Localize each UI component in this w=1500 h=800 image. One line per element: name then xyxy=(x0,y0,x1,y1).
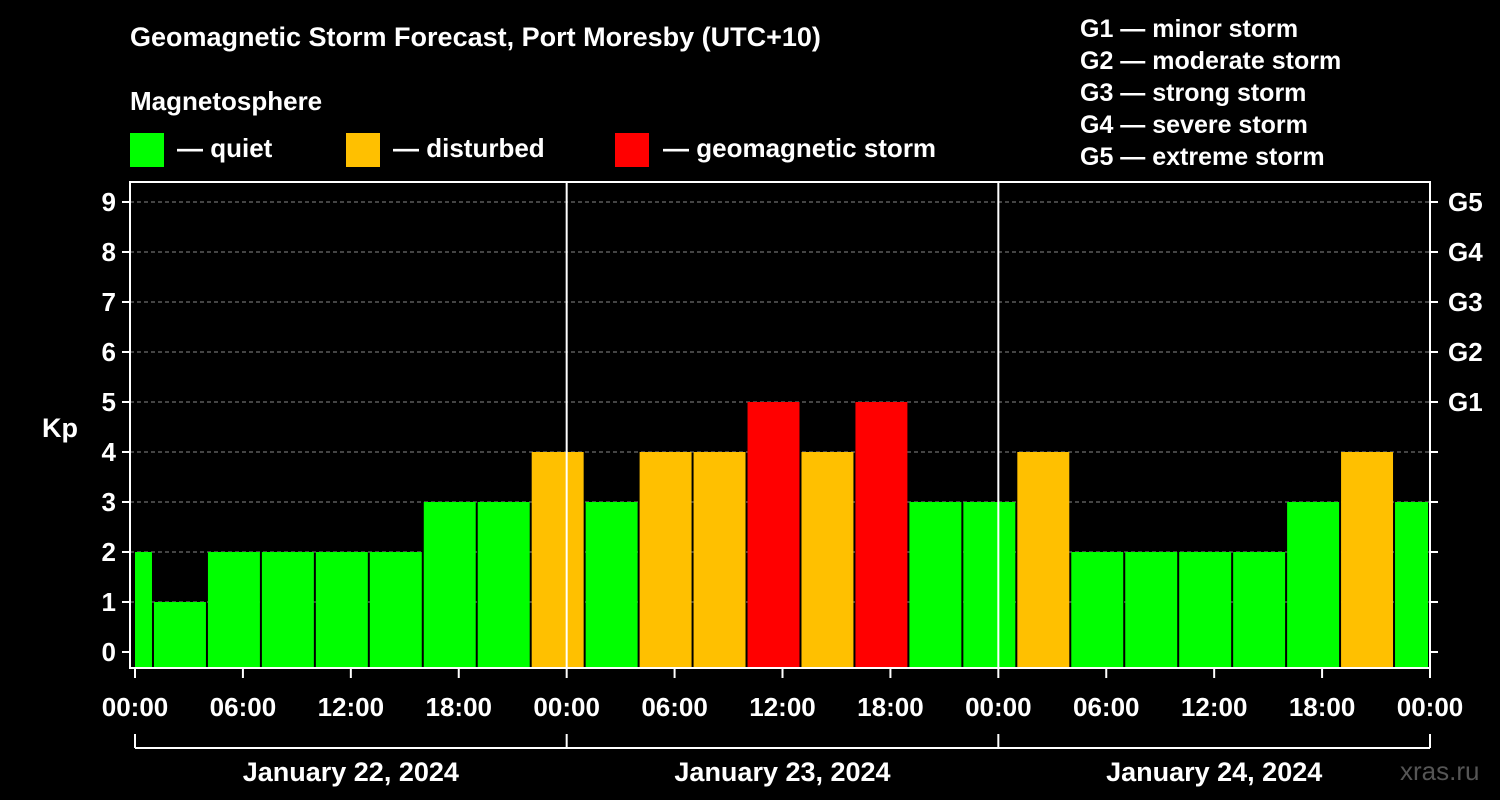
g-scale-g4: G4 — severe storm xyxy=(1080,111,1308,139)
y-tick-label: 1 xyxy=(102,587,116,617)
kp-bar xyxy=(639,452,692,668)
kp-bar xyxy=(207,552,260,668)
kp-bar xyxy=(963,502,1016,668)
plot-frame xyxy=(129,181,1431,669)
y-tick-label: 4 xyxy=(102,437,117,467)
y-tick-label: 3 xyxy=(102,487,116,517)
x-tick-label: 12:00 xyxy=(749,692,816,722)
x-tick-label: 06:00 xyxy=(210,692,277,722)
x-tick-label: 00:00 xyxy=(533,692,600,722)
chart-title: Geomagnetic Storm Forecast, Port Moresby… xyxy=(130,22,821,52)
x-tick-label: 06:00 xyxy=(641,692,708,722)
legend-label-storm: — geomagnetic storm xyxy=(663,133,937,163)
kp-bar xyxy=(801,452,854,668)
kp-bar xyxy=(1395,502,1428,668)
y-tick-label: 7 xyxy=(102,287,116,317)
legend-label-quiet: — quiet xyxy=(177,133,273,163)
day-label: January 22, 2024 xyxy=(243,757,459,787)
kp-bar xyxy=(1179,552,1232,668)
x-tick-label: 00:00 xyxy=(102,692,169,722)
legend-swatch-quiet xyxy=(130,133,164,167)
day-label: January 23, 2024 xyxy=(674,757,890,787)
kp-bar xyxy=(1125,552,1178,668)
x-tick-label: 12:00 xyxy=(318,692,385,722)
kp-bar xyxy=(531,452,584,668)
y-tick-label: 5 xyxy=(102,387,116,417)
kp-bar xyxy=(909,502,962,668)
legend-heading: Magnetosphere xyxy=(130,86,323,116)
day-label: January 24, 2024 xyxy=(1106,757,1322,787)
y-tick-label: 9 xyxy=(102,187,116,217)
kp-bar xyxy=(1341,452,1394,668)
kp-bar xyxy=(135,552,152,668)
g-axis-label: G4 xyxy=(1448,237,1483,267)
watermark: xras.ru xyxy=(1400,756,1480,786)
g-scale-g5: G5 — extreme storm xyxy=(1080,143,1325,171)
legend-swatch-disturbed xyxy=(346,133,380,167)
kp-bar xyxy=(1017,452,1070,668)
g-scale-g1: G1 — minor storm xyxy=(1080,15,1299,43)
y-tick-label: 8 xyxy=(102,237,116,267)
kp-bar xyxy=(1233,552,1286,668)
y-tick-label: 6 xyxy=(102,337,116,367)
g-scale-g2: G2 — moderate storm xyxy=(1080,47,1342,75)
kp-bar xyxy=(1071,552,1124,668)
kp-bar xyxy=(153,602,206,668)
legend-swatch-storm xyxy=(615,133,649,167)
x-tick-label: 12:00 xyxy=(1181,692,1248,722)
kp-bar xyxy=(369,552,422,668)
g-axis-label: G2 xyxy=(1448,337,1483,367)
x-tick-label: 00:00 xyxy=(965,692,1032,722)
kp-bar xyxy=(585,502,638,668)
kp-bar xyxy=(747,402,800,668)
kp-bar xyxy=(261,552,314,668)
y-tick-label: 2 xyxy=(102,537,116,567)
x-tick-label: 00:00 xyxy=(1397,692,1464,722)
y-axis-label: Kp xyxy=(42,413,78,443)
kp-bar xyxy=(1287,502,1340,668)
g-axis-label: G5 xyxy=(1448,187,1483,217)
g-axis-label: G1 xyxy=(1448,387,1483,417)
legend-label-disturbed: — disturbed xyxy=(393,133,545,163)
g-axis-label: G3 xyxy=(1448,287,1483,317)
x-tick-label: 06:00 xyxy=(1073,692,1140,722)
x-tick-label: 18:00 xyxy=(857,692,924,722)
kp-bar xyxy=(855,402,908,668)
kp-bar xyxy=(477,502,530,668)
y-tick-label: 0 xyxy=(102,637,116,667)
x-tick-label: 18:00 xyxy=(426,692,493,722)
kp-bar xyxy=(315,552,368,668)
kp-bar xyxy=(693,452,746,668)
x-tick-label: 18:00 xyxy=(1289,692,1356,722)
kp-bar xyxy=(423,502,476,668)
g-scale-g3: G3 — strong storm xyxy=(1080,79,1307,107)
